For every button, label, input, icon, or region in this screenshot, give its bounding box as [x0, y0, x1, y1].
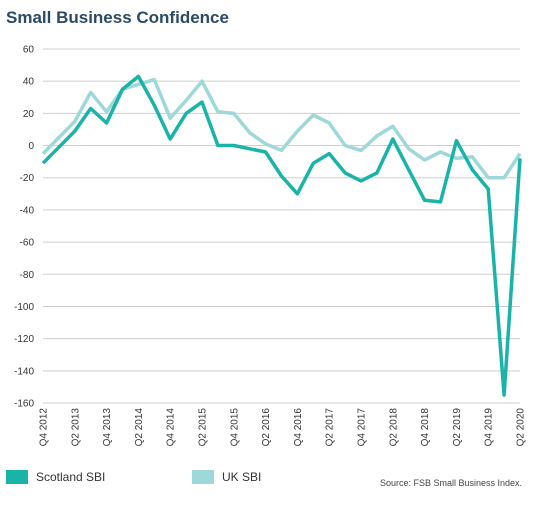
x-tick-label: Q2 2015: [198, 408, 209, 447]
y-tick-label: 60: [23, 45, 35, 56]
chart-title: Small Business Confidence: [6, 8, 229, 27]
x-tick-label: Q4 2017: [357, 408, 368, 447]
x-tick-label: Q2 2017: [325, 408, 336, 447]
x-tick-label: Q4 2012: [39, 408, 50, 447]
x-tick-label: Q2 2013: [70, 408, 81, 447]
y-tick-label: -80: [20, 270, 35, 281]
x-axis-ticks: Q4 2012 Q2 2013 Q4 2013 Q2 2014 Q4 2014 Q2 20…: [39, 408, 527, 447]
x-tick-label: Q2 2020: [516, 408, 527, 447]
y-tick-label: -120: [14, 334, 34, 345]
x-tick-label: Q2 2014: [134, 408, 145, 447]
y-tick-label: 20: [23, 109, 35, 120]
legend-swatch-scotland: [6, 470, 28, 484]
x-tick-label: Q2 2019: [452, 408, 463, 447]
series-line-uk: [41, 77, 522, 180]
x-tick-label: Q4 2019: [484, 408, 495, 447]
y-tick-label: 40: [23, 77, 35, 88]
source-note: Source: FSB Small Business Index.: [379, 478, 522, 488]
legend-label-uk: UK SBI: [222, 470, 262, 484]
x-tick-label: Q4 2013: [102, 408, 113, 447]
legend-swatch-uk: [192, 470, 214, 484]
x-tick-label: Q2 2018: [388, 408, 399, 447]
y-tick-label: 0: [28, 141, 34, 152]
legend-label-scotland: Scotland SBI: [36, 470, 106, 484]
y-tick-label: -160: [14, 399, 34, 410]
y-tick-label: -20: [20, 173, 35, 184]
y-tick-label: -60: [20, 238, 35, 249]
y-tick-label: -40: [20, 205, 35, 216]
grid-lines: [43, 48, 520, 404]
x-tick-label: Q4 2016: [293, 408, 304, 447]
y-tick-label: -140: [14, 366, 34, 377]
y-axis-ticks: 60 40 20 0 -20 -40 -60 -80 -100 -120 -140 -160: [14, 45, 34, 410]
x-tick-label: Q2 2016: [261, 408, 272, 447]
legend-item-scotland: Scotland SBI: [6, 470, 105, 484]
legend-item-uk: UK SBI: [192, 470, 261, 484]
series-lines: [41, 74, 522, 397]
x-tick-label: Q4 2018: [420, 408, 431, 447]
series-line-scotland: [41, 74, 522, 397]
x-tick-label: Q4 2014: [166, 408, 177, 447]
x-tick-label: Q4 2015: [229, 408, 240, 447]
y-tick-label: -100: [14, 302, 34, 313]
